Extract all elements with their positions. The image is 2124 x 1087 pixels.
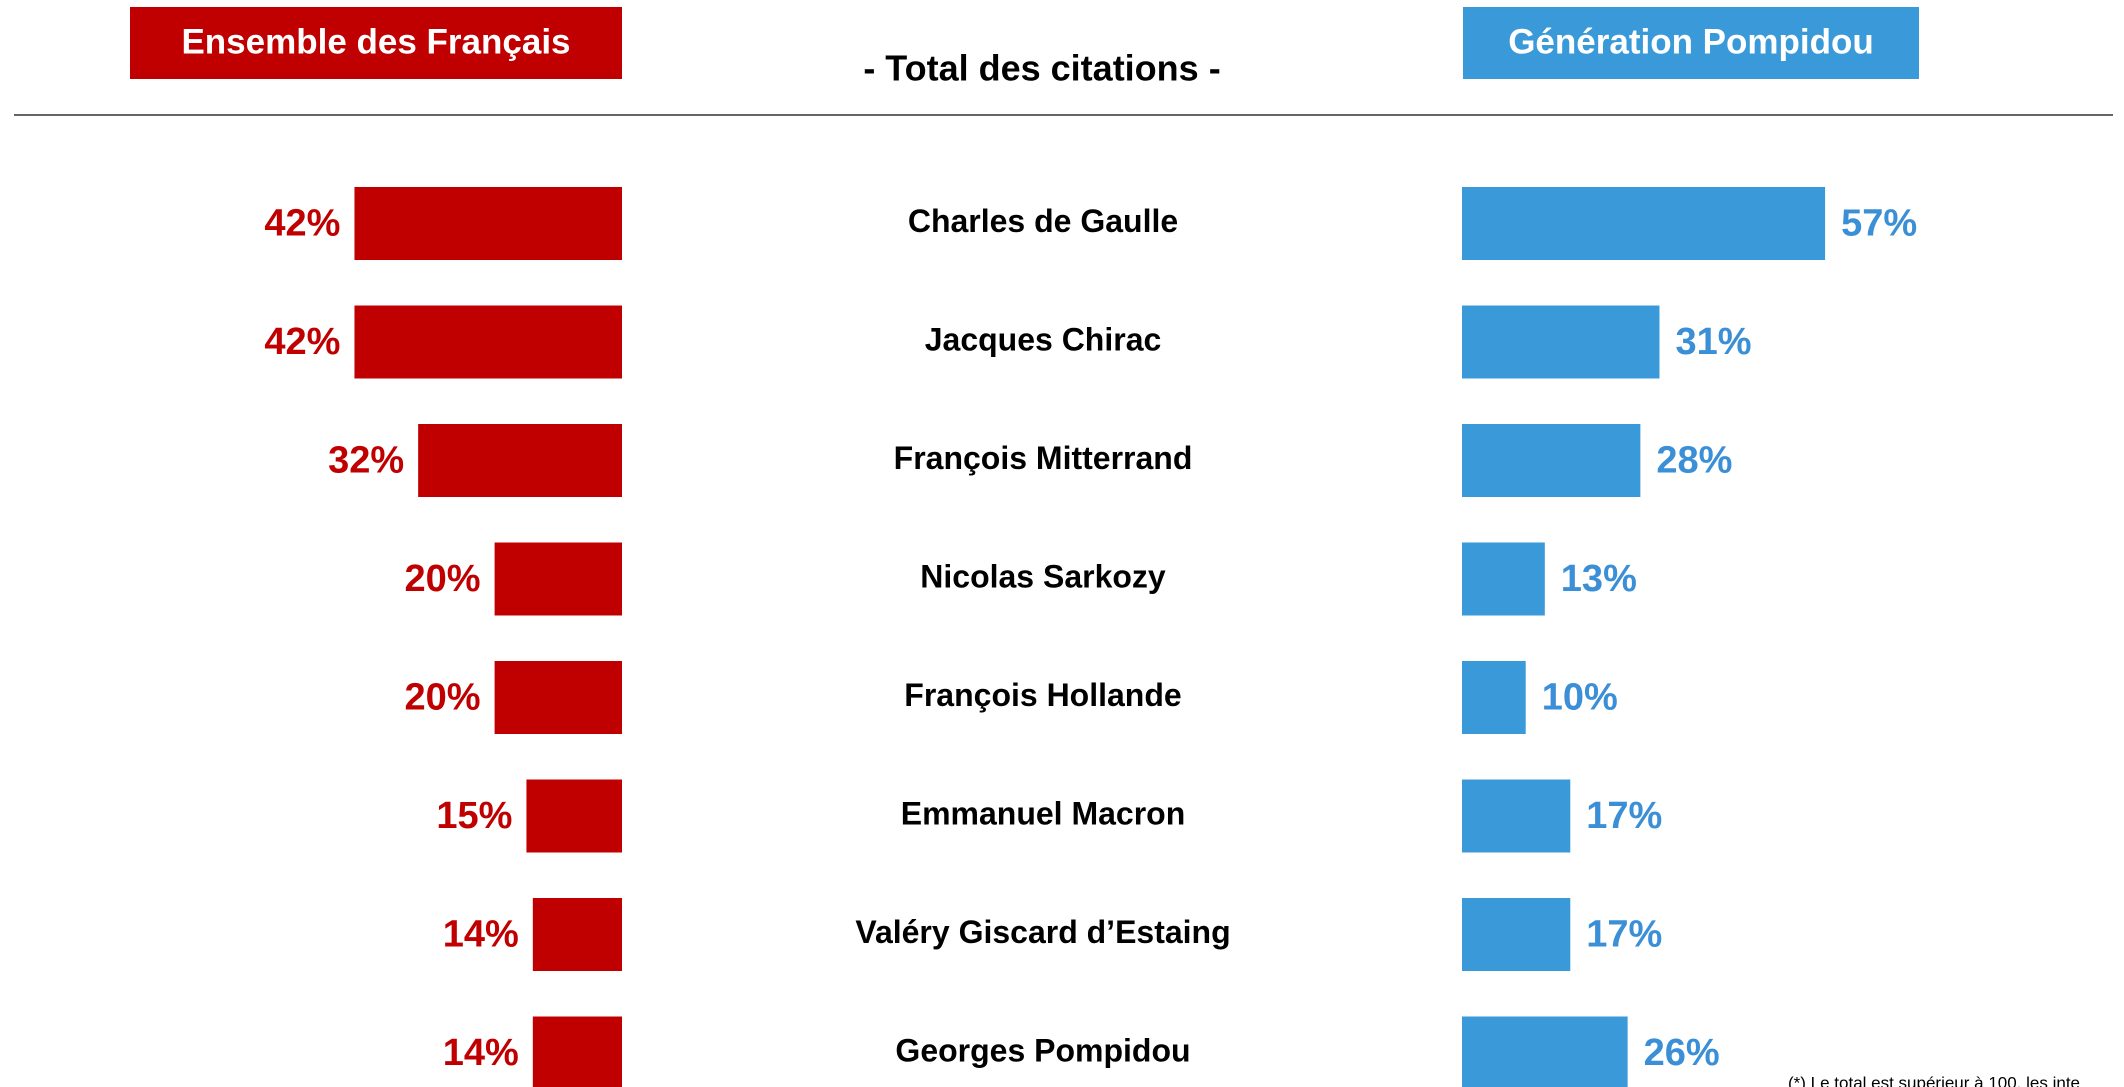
bar <box>1462 779 1571 853</box>
bar <box>1462 305 1660 379</box>
value-label: 31% <box>1675 321 1751 363</box>
series-header-box <box>1463 7 1919 79</box>
bar <box>1462 542 1545 616</box>
bar <box>418 424 622 497</box>
bar <box>532 898 622 971</box>
category-label: François Mitterrand <box>894 440 1193 476</box>
bar <box>1462 898 1571 971</box>
bar <box>354 305 622 379</box>
series-header: Génération Pompidou <box>1508 22 1874 61</box>
bar <box>1462 187 1826 260</box>
value-label: 14% <box>443 1032 519 1074</box>
series-header: Ensemble des Français <box>181 22 570 61</box>
category-label: Nicolas Sarkozy <box>920 558 1166 594</box>
value-label: 42% <box>264 203 340 245</box>
bar <box>532 1016 622 1087</box>
value-label: 26% <box>1644 1032 1720 1074</box>
value-label: 17% <box>1586 914 1662 956</box>
bar <box>354 187 622 260</box>
value-label: 20% <box>405 677 481 719</box>
value-label: 13% <box>1561 558 1637 600</box>
value-label: 15% <box>436 795 512 837</box>
value-label: 28% <box>1656 440 1732 482</box>
bar <box>1462 661 1526 734</box>
footnote: (*) Le total est supérieur à 100, les in… <box>1788 1073 2080 1087</box>
category-label: Jacques Chirac <box>925 321 1162 357</box>
series-header-box <box>130 7 622 79</box>
category-label: François Hollande <box>904 677 1181 713</box>
bar <box>1462 1016 1628 1087</box>
value-label: 32% <box>328 440 404 482</box>
bar <box>494 661 622 734</box>
value-label: 57% <box>1841 203 1917 245</box>
bar <box>1462 424 1641 497</box>
category-label: Charles de Gaulle <box>908 203 1178 239</box>
value-label: 14% <box>443 914 519 956</box>
bar <box>494 542 622 616</box>
bar <box>526 779 622 853</box>
category-label: Emmanuel Macron <box>901 795 1186 831</box>
value-label: 10% <box>1542 677 1618 719</box>
value-label: 17% <box>1586 795 1662 837</box>
value-label: 42% <box>264 321 340 363</box>
chart-title: - Total des citations - <box>863 48 1220 89</box>
category-label: Georges Pompidou <box>895 1032 1190 1068</box>
category-label: Valéry Giscard d’Estaing <box>855 914 1230 950</box>
value-label: 20% <box>405 558 481 600</box>
